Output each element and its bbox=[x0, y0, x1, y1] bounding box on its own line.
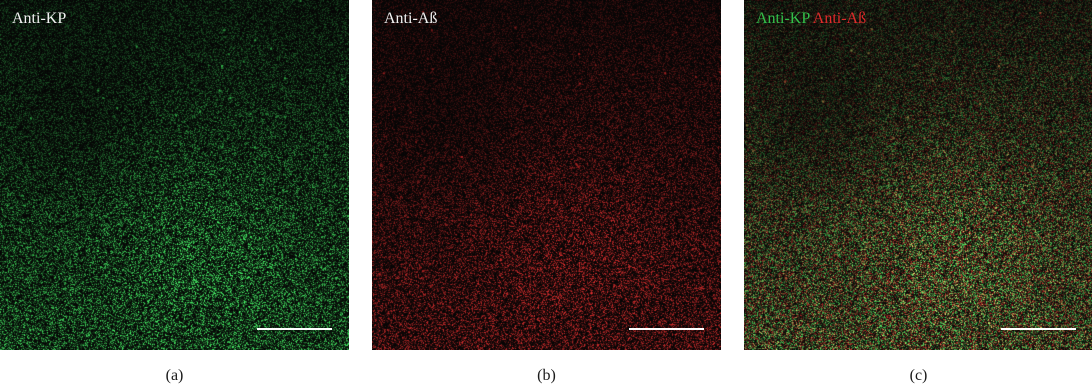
scale-bar bbox=[1001, 328, 1076, 330]
caption-b: (b) bbox=[537, 367, 556, 384]
micrograph-panel-c: Anti-KP Anti-Aß bbox=[744, 0, 1092, 350]
micrograph-panel-a: Anti-KP bbox=[0, 0, 349, 350]
panel-a-label: Anti-KP bbox=[12, 10, 67, 27]
scale-bar bbox=[257, 328, 332, 330]
panel-b-label: Anti-Aß bbox=[384, 10, 438, 27]
panel-c-label-green: Anti-KP bbox=[756, 10, 810, 27]
micrograph-image-merged bbox=[744, 0, 1092, 350]
caption-c: (c) bbox=[909, 367, 928, 384]
panel-c-label: Anti-KP Anti-Aß bbox=[756, 10, 866, 28]
micrograph-image-anti-abeta bbox=[372, 0, 721, 350]
scale-bar bbox=[629, 328, 704, 330]
panel-c-label-red: Anti-Aß bbox=[812, 10, 867, 27]
caption-a: (a) bbox=[165, 367, 184, 384]
micrograph-image-anti-kp bbox=[0, 0, 349, 350]
micrograph-panel-b: Anti-Aß bbox=[372, 0, 721, 350]
